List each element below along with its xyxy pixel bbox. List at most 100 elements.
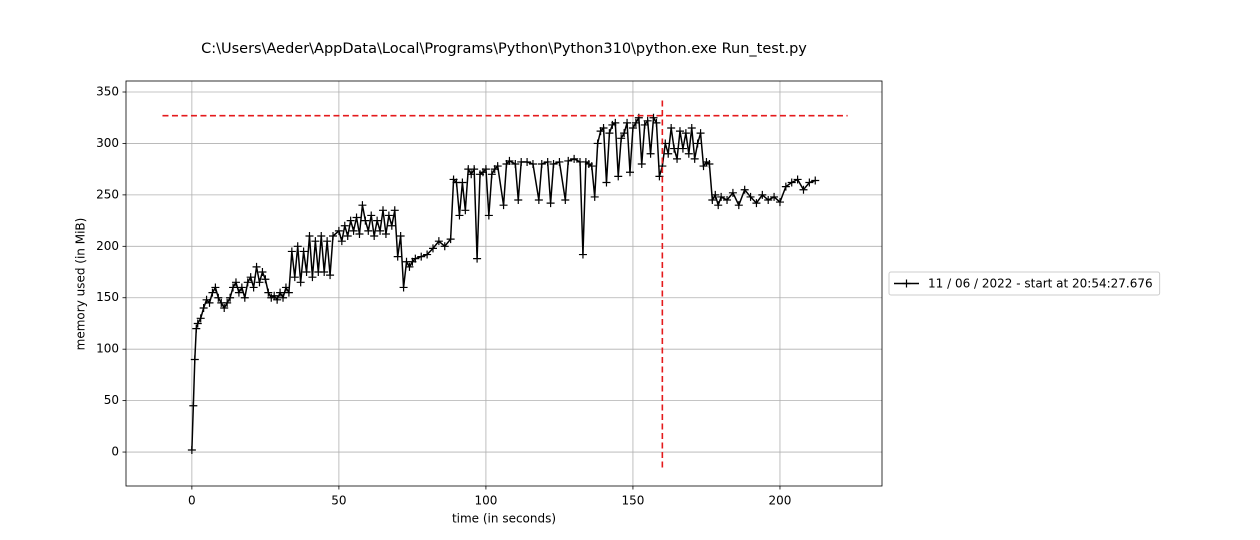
point-marker <box>696 129 705 138</box>
x-tick-label: 150 <box>621 494 644 508</box>
point-marker <box>570 154 579 163</box>
x-tick-label: 50 <box>331 494 346 508</box>
point-marker <box>717 192 726 201</box>
point-marker <box>187 445 196 454</box>
point-marker <box>270 291 279 300</box>
point-marker <box>192 324 201 333</box>
point-marker <box>593 139 602 148</box>
point-marker <box>246 273 255 282</box>
point-marker <box>549 160 558 169</box>
point-marker <box>211 283 220 292</box>
x-tick-label: 100 <box>474 494 497 508</box>
point-marker <box>631 118 640 127</box>
point-marker <box>231 278 240 287</box>
point-marker <box>675 127 684 136</box>
x-tick-label: 200 <box>769 494 792 508</box>
point-marker <box>193 319 202 328</box>
point-marker <box>623 118 632 127</box>
point-marker <box>614 172 623 181</box>
point-marker <box>381 229 390 238</box>
point-marker <box>329 232 338 241</box>
y-tick-label: 350 <box>96 85 119 99</box>
point-marker <box>667 124 676 133</box>
point-marker <box>423 250 432 259</box>
point-marker <box>305 232 314 241</box>
point-marker <box>793 175 802 184</box>
point-marker <box>646 149 655 158</box>
point-marker <box>205 298 214 307</box>
point-marker <box>417 252 426 261</box>
point-marker <box>461 206 470 215</box>
point-marker <box>481 165 490 174</box>
point-marker <box>775 198 784 207</box>
point-marker <box>376 226 385 235</box>
point-marker <box>343 232 352 241</box>
point-marker <box>390 206 399 215</box>
y-tick-label: 250 <box>96 187 119 201</box>
point-marker <box>467 170 476 179</box>
point-marker <box>664 149 673 158</box>
point-marker <box>734 201 743 210</box>
point-marker <box>196 314 205 323</box>
point-marker <box>514 196 523 205</box>
legend-label: 11 / 06 / 2022 - start at 20:54:27.676 <box>928 277 1153 291</box>
point-marker <box>337 237 346 246</box>
point-marker <box>587 162 596 171</box>
point-marker <box>279 293 288 302</box>
y-tick-label: 150 <box>96 290 119 304</box>
point-marker <box>243 278 252 287</box>
y-tick-label: 50 <box>104 393 119 407</box>
point-marker <box>602 178 611 187</box>
point-marker <box>470 165 479 174</box>
point-marker <box>364 226 373 235</box>
point-marker <box>261 275 270 284</box>
point-marker <box>711 190 720 199</box>
point-marker <box>787 178 796 187</box>
point-marker <box>626 168 634 177</box>
point-marker <box>537 160 546 169</box>
point-marker <box>255 278 264 287</box>
point-marker <box>399 283 408 292</box>
y-tick-label: 200 <box>96 239 119 253</box>
point-marker <box>705 160 714 169</box>
point-marker <box>564 156 573 165</box>
point-marker <box>649 113 658 122</box>
point-marker <box>234 288 243 297</box>
point-marker <box>189 401 198 410</box>
point-marker <box>302 268 311 277</box>
legend: 11 / 06 / 2022 - start at 20:54:27.676 <box>888 271 1161 296</box>
point-marker <box>673 154 682 163</box>
point-marker <box>728 188 737 197</box>
point-marker <box>276 288 285 297</box>
point-marker <box>405 262 414 271</box>
point-marker <box>473 254 482 263</box>
point-marker <box>428 244 437 253</box>
point-marker <box>373 216 382 225</box>
point-marker <box>334 226 343 235</box>
point-marker <box>678 144 687 153</box>
point-marker <box>628 124 637 133</box>
point-marker <box>396 232 405 241</box>
point-marker <box>484 211 493 220</box>
point-marker <box>240 293 249 302</box>
point-marker <box>640 120 649 129</box>
point-marker <box>208 288 217 297</box>
point-marker <box>805 178 814 187</box>
point-marker <box>358 201 367 210</box>
point-marker <box>655 172 664 181</box>
chart-title: C:\Users\Aeder\AppData\Local\Programs\Py… <box>201 41 807 57</box>
point-marker <box>684 149 693 158</box>
point-marker <box>440 242 449 251</box>
point-marker <box>590 192 599 201</box>
x-tick-label: 0 <box>188 494 196 508</box>
point-marker <box>311 237 320 246</box>
legend-marker <box>902 279 911 288</box>
point-marker <box>352 213 361 222</box>
point-marker <box>523 157 532 166</box>
point-marker <box>534 196 543 205</box>
point-marker <box>693 139 702 148</box>
point-marker <box>546 199 555 208</box>
